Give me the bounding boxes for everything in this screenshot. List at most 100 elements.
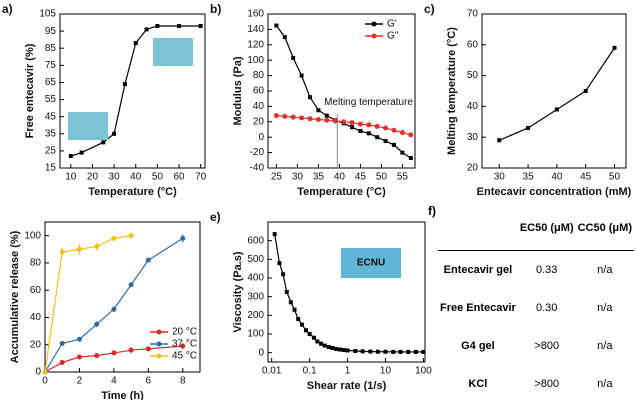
inset-image: [153, 38, 193, 66]
point: [353, 348, 358, 353]
panel-label: b): [210, 2, 221, 16]
point: [583, 89, 588, 93]
x-tick-label: 2: [77, 376, 83, 387]
point: [400, 150, 405, 155]
y-tick-label: 100: [24, 230, 41, 241]
x-tick-label: 0.01: [262, 366, 282, 377]
point: [315, 339, 320, 344]
point: [330, 346, 335, 350]
point: [111, 350, 117, 356]
point: [375, 135, 380, 140]
legend-marker: [156, 341, 162, 347]
point: [59, 340, 65, 346]
table-cell: KCl: [438, 365, 518, 400]
y-tick-label: 0: [258, 132, 264, 143]
table-cell: n/a: [597, 302, 613, 314]
point: [357, 121, 363, 127]
point: [145, 346, 151, 352]
y-tick-label: 60: [467, 39, 479, 50]
point: [122, 82, 127, 87]
table-cell: 0.30: [535, 302, 558, 314]
inset-image: [341, 248, 401, 278]
point: [76, 354, 82, 360]
x-tick-label: 10: [65, 172, 77, 183]
point: [144, 27, 149, 32]
legend-marker: [156, 353, 162, 359]
y-tick-label: 40: [30, 312, 42, 323]
point: [421, 349, 426, 354]
point: [291, 55, 296, 60]
point: [281, 272, 286, 277]
point: [300, 322, 305, 327]
point: [128, 233, 134, 239]
legend-label: G'': [387, 31, 399, 42]
panel-label: e): [210, 210, 221, 224]
point: [290, 114, 296, 120]
point: [308, 95, 312, 100]
table-cell: G4 gel: [461, 340, 495, 352]
point: [366, 122, 372, 128]
point: [334, 346, 339, 351]
point: [341, 119, 347, 125]
point: [296, 317, 301, 322]
point: [366, 131, 371, 136]
x-tick-label: 1: [345, 366, 351, 377]
legend-marker: [371, 33, 377, 39]
point: [391, 127, 397, 133]
table: EC50 (μM) CC50 (μM) Entecavir gel 0.33 n/a…: [438, 206, 634, 400]
plot-frame: [44, 221, 201, 373]
point: [360, 349, 365, 354]
point: [292, 307, 297, 312]
point: [391, 349, 396, 354]
y-tick-label: 55: [45, 94, 57, 105]
panel-label: c): [424, 2, 435, 16]
y-tick-label: 60: [30, 285, 42, 296]
point: [383, 349, 388, 354]
point: [554, 107, 559, 112]
point: [101, 140, 106, 145]
point: [324, 117, 330, 123]
point: [145, 257, 151, 263]
series-line: [275, 25, 412, 159]
series-line: [44, 235, 132, 373]
x-tick-label: 30: [292, 172, 304, 183]
y-axis-label: Free entecavir (%): [24, 43, 36, 138]
table-cell: n/a: [575, 365, 634, 400]
y-tick-label: 20: [253, 116, 265, 127]
y-tick-label: 80: [30, 258, 42, 269]
y-tick-label: 100: [247, 329, 264, 340]
panel-label: f): [428, 204, 436, 218]
series-line: [499, 47, 615, 141]
y-tick-label: 25: [45, 146, 57, 157]
inset-image: [68, 112, 108, 140]
x-tick-label: 45: [580, 172, 592, 183]
point: [315, 116, 321, 122]
y-tick-label: 30: [467, 132, 479, 143]
point: [337, 347, 342, 352]
x-tick-label: 40: [130, 172, 142, 183]
y-tick-label: 75: [45, 60, 57, 71]
y-tick-label: 70: [467, 9, 479, 20]
point: [128, 282, 134, 288]
table-row: Entecavir gel 0.33 n/a: [438, 251, 634, 290]
y-tick-label: 600: [247, 235, 264, 246]
y-tick-label: 500: [247, 254, 264, 265]
point: [368, 349, 373, 354]
point: [282, 113, 288, 119]
x-tick-label: 40: [334, 172, 346, 183]
point: [341, 348, 346, 353]
y-tick-label: 0: [258, 347, 264, 358]
y-tick-label: 40: [467, 101, 479, 112]
series-line: [44, 237, 184, 373]
y-tick-label: 20: [467, 163, 479, 174]
point: [497, 138, 502, 143]
y-tick-label: 100: [247, 55, 264, 66]
y-axis-label: Modulus (Pa): [232, 56, 244, 125]
table-panel: f) EC50 (μM) CC50 (μM) Entecavir gel 0.33…: [428, 204, 634, 400]
y-tick-label: 60: [253, 86, 265, 97]
x-tick-label: 30: [109, 172, 121, 183]
point: [274, 23, 279, 28]
point: [288, 300, 293, 305]
